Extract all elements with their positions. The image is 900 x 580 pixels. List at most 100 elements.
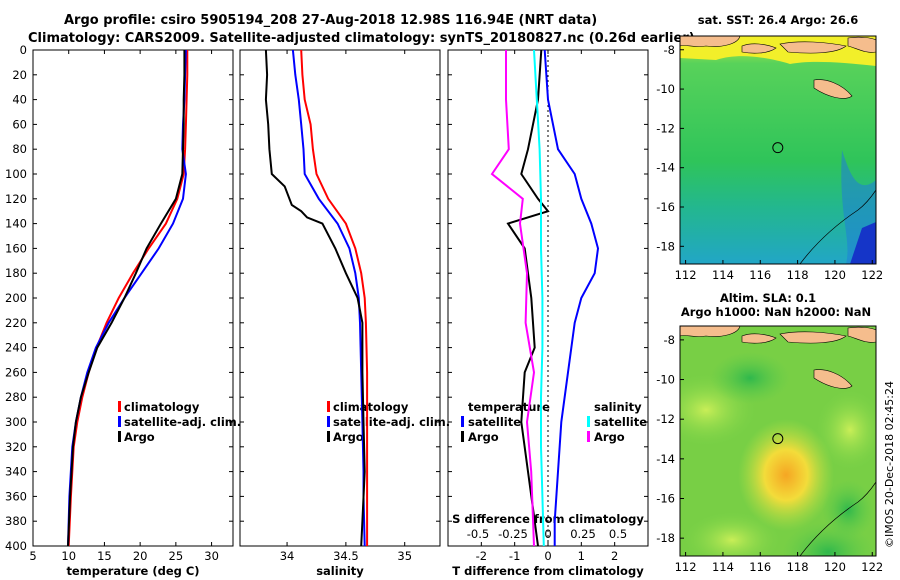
- depth-tick-label: 280: [5, 390, 27, 404]
- map-y-tick-label: -8: [664, 43, 675, 57]
- series-line-climatology: [300, 50, 369, 546]
- map-y-tick-label: -10: [656, 373, 675, 387]
- map-x-tick-label: 112: [675, 560, 697, 574]
- x-tick-label: 34.5: [333, 549, 359, 563]
- sst-field: [680, 36, 876, 264]
- land-lombok-sumbawa: [779, 331, 847, 344]
- salinity-panel: [239, 49, 441, 547]
- legend-swatch-satellite: [327, 416, 330, 427]
- sla-low-southeast: [822, 480, 874, 540]
- depth-tick-label: 160: [5, 241, 27, 255]
- land-bali: [741, 43, 777, 54]
- legend-swatch-sal-argo: [587, 431, 590, 442]
- map-y-tick-label: -10: [656, 82, 675, 96]
- legend-label-sal-satellite: satellite: [594, 415, 647, 429]
- depth-tick-label: 180: [5, 266, 27, 280]
- temperature-panel: [32, 49, 234, 547]
- land-flores: [847, 326, 876, 343]
- argo-location-marker: [772, 142, 784, 154]
- series-line-satellite-adj-clim-: [291, 50, 366, 546]
- map-x-tick-label: 116: [749, 560, 771, 574]
- x-tick-label: 5: [29, 549, 36, 563]
- series-line-satellite-adj-clim-: [67, 50, 187, 546]
- secondary-x-tick-label: 0.5: [609, 527, 627, 541]
- land-java-coast: [680, 36, 741, 47]
- legend-swatch-temp-argo: [461, 431, 464, 442]
- map-x-tick-label: 118: [787, 560, 809, 574]
- depth-tick-label: 380: [5, 514, 27, 528]
- legend-swatch-sal-satellite: [587, 416, 590, 427]
- secondary-x-tick-label: -0.25: [498, 527, 528, 541]
- sst-map-image: [680, 36, 876, 264]
- map-x-tick-label: 114: [712, 268, 734, 282]
- x-tick-label: 2: [611, 549, 618, 563]
- sla-high-southwest: [684, 512, 780, 556]
- title-line-2: Climatology: CARS2009. Satellite-adjuste…: [28, 31, 695, 46]
- sla-map-subtitle: Argo h1000: NaN h2000: NaN: [681, 305, 871, 319]
- legend-swatch-satellite: [118, 416, 121, 427]
- sla-high-center: [738, 419, 834, 531]
- difference-legend: temperature satellite Argo salinity sate…: [461, 400, 647, 444]
- title-line-1: Argo profile: csiro 5905194_208 27-Aug-2…: [64, 13, 597, 28]
- sla-low-north: [710, 352, 790, 404]
- sla-high-east: [816, 390, 876, 470]
- map-x-tick-label: 112: [675, 268, 697, 282]
- map-y-tick-label: -16: [656, 492, 675, 506]
- difference-panel: [447, 49, 649, 547]
- coastline-contour: [799, 481, 876, 556]
- land-java-coast: [680, 326, 741, 337]
- x-tick-label: 1: [578, 549, 585, 563]
- land-bali: [741, 333, 777, 344]
- x-tick-label: -1: [509, 549, 520, 563]
- map-y-tick-label: -8: [664, 333, 675, 347]
- difference-xlabel: T difference from climatology: [452, 564, 644, 578]
- depth-tick-label: 320: [5, 440, 27, 454]
- depth-tick-label: 240: [5, 341, 27, 355]
- sst-map-title: sat. SST: 26.4 Argo: 26.6: [698, 13, 858, 27]
- series-line-salinity-satellite: [533, 50, 545, 546]
- difference-secondary-xlabel: S difference from climatology: [452, 512, 644, 526]
- map-x-tick-label: 122: [861, 268, 883, 282]
- legend-swatch-argo: [118, 431, 121, 442]
- map-y-tick-label: -12: [656, 121, 675, 135]
- series-line-temperature-argo: [506, 50, 550, 546]
- legend-swatch-climatology: [327, 401, 330, 412]
- secondary-x-tick-label: 0.25: [570, 527, 596, 541]
- depth-tick-label: 220: [5, 316, 27, 330]
- depth-tick-label: 340: [5, 465, 27, 479]
- map-y-tick-label: -18: [656, 531, 675, 545]
- legend-label-climatology: climatology: [333, 400, 409, 414]
- land-flores: [847, 36, 876, 53]
- map-x-tick-label: 122: [861, 560, 883, 574]
- depth-tick-label: 0: [20, 43, 27, 57]
- x-tick-label: 35: [397, 549, 412, 563]
- legend-label-temp-satellite: satellite: [468, 415, 521, 429]
- x-tick-label: 30: [204, 549, 219, 563]
- sla-map-frame: [679, 325, 877, 557]
- x-tick-label: 20: [133, 549, 148, 563]
- sla-map-image: [680, 326, 876, 556]
- legend-title-salinity: salinity: [594, 400, 642, 414]
- secondary-x-tick-label: 0: [544, 527, 551, 541]
- legend-swatch-climatology: [118, 401, 121, 412]
- legend-swatch-argo: [327, 431, 330, 442]
- x-tick-label: -2: [476, 549, 487, 563]
- temperature-legend: climatology satellite-adj. clim. Argo: [118, 400, 241, 444]
- legend-label-sal-argo: Argo: [594, 430, 625, 444]
- argo-location-marker: [772, 433, 784, 445]
- map-x-tick-label: 114: [712, 560, 734, 574]
- depth-tick-label: 120: [5, 192, 27, 206]
- depth-tick-label: 20: [12, 68, 27, 82]
- x-tick-label: 0: [544, 549, 551, 563]
- depth-tick-label: 100: [5, 167, 27, 181]
- map-x-tick-label: 118: [787, 268, 809, 282]
- map-x-tick-label: 120: [824, 268, 846, 282]
- imos-credit: ©IMOS 20-Dec-2018 02:45:24: [883, 381, 896, 548]
- map-y-tick-label: -12: [656, 412, 675, 426]
- salinity-legend: climatology satellite-adj. clim. Argo: [327, 400, 450, 444]
- x-tick-label: 34: [280, 549, 295, 563]
- x-tick-label: 10: [61, 549, 76, 563]
- temperature-axes-frame: [32, 49, 234, 547]
- land-sumba: [813, 79, 853, 99]
